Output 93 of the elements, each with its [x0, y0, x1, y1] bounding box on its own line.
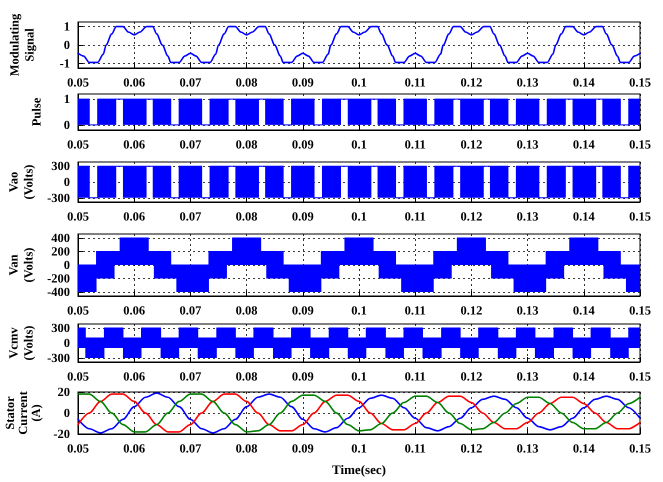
y-tick-label: 300: [51, 321, 70, 335]
x-tick-label: 0.08: [236, 304, 258, 318]
x-tick-label: 0.12: [460, 304, 482, 318]
y-axis-title: Vcmv (Volts): [6, 326, 36, 360]
y-tick-label: 0: [64, 118, 70, 132]
x-tick-label: 0.11: [404, 370, 426, 384]
y-tick-label: 300: [51, 159, 70, 174]
x-tick-label: 0.1: [351, 442, 367, 456]
y-tick-label: -20: [53, 427, 70, 441]
y-tick-label: 1: [64, 92, 70, 106]
y-tick-label: 400: [51, 231, 70, 246]
x-tick-label: 0.09: [292, 76, 314, 90]
x-tick-label: 0.07: [179, 138, 202, 152]
x-tick-label: 0.05: [67, 370, 89, 384]
x-tick-label: 0.07: [179, 76, 202, 90]
x-tick-label: 0.11: [404, 138, 426, 152]
x-tick-label: 0.06: [123, 370, 146, 384]
x-tick-label: 0.11: [404, 442, 426, 456]
y-axis-title: Vao (Volts): [6, 164, 36, 200]
x-tick-label: 0.05: [67, 304, 89, 318]
y-axis-title: Van (Volts): [6, 248, 36, 282]
x-tick-label: 0.08: [236, 370, 258, 384]
x-tick-label: 0.12: [460, 138, 482, 152]
x-tick-label: 0.07: [179, 370, 202, 384]
x-tick-label: 0.15: [629, 76, 651, 90]
x-tick-label: 0.13: [516, 210, 539, 224]
y-tick-label: 0: [64, 38, 70, 52]
x-tick-label: 0.09: [292, 370, 314, 384]
y-tick-label: 0: [64, 258, 70, 272]
x-tick-label: 0.1: [351, 370, 367, 384]
y-tick-label: -1: [60, 56, 70, 70]
x-tick-label: 0.15: [629, 210, 651, 224]
y-tick-label: 0: [64, 175, 70, 189]
y-tick-label: 0: [64, 336, 70, 350]
y-tick-label: 20: [58, 385, 70, 399]
y-tick-label: 200: [51, 244, 70, 259]
x-tick-label: 0.13: [516, 442, 539, 456]
x-tick-label: 0.14: [572, 304, 596, 318]
x-tick-label: 0.14: [572, 76, 596, 90]
x-tick-label: 0.09: [292, 304, 314, 318]
x-tick-label: 0.08: [236, 138, 258, 152]
x-tick-label: 0.1: [351, 304, 367, 318]
x-tick-label: 0.13: [516, 370, 539, 384]
x-tick-label: 0.05: [67, 138, 89, 152]
line-series: [77, 26, 641, 64]
x-tick-label: 0.08: [236, 210, 258, 224]
x-tick-label: 0.08: [236, 76, 258, 90]
x-tick-label: 0.1: [351, 138, 367, 152]
x-tick-label: 0.05: [67, 442, 89, 456]
x-tick-label: 0.05: [67, 76, 89, 90]
x-tick-label: 0.14: [572, 442, 596, 456]
x-tick-label: 0.09: [292, 138, 314, 152]
x-axis-title: Time(sec): [332, 462, 386, 477]
x-tick-label: 0.06: [123, 304, 146, 318]
x-tick-label: 0.05: [67, 210, 89, 224]
y-tick-label: -400: [47, 284, 70, 299]
x-tick-label: 0.13: [516, 304, 539, 318]
x-tick-label: 0.1: [351, 76, 367, 90]
x-tick-label: 0.09: [292, 210, 314, 224]
x-tick-label: 0.15: [629, 442, 651, 456]
x-tick-label: 0.11: [404, 76, 426, 90]
x-tick-label: 0.14: [572, 370, 596, 384]
x-tick-label: 0.1: [351, 210, 367, 224]
x-tick-label: 0.09: [292, 442, 314, 456]
x-tick-label: 0.06: [123, 442, 146, 456]
y-axis-title: Modulating Signal: [8, 12, 36, 76]
y-tick-label: -300: [47, 190, 70, 205]
x-tick-label: 0.12: [460, 442, 482, 456]
x-tick-label: 0.06: [123, 210, 146, 224]
y-tick-label: 0: [64, 406, 70, 420]
y-axis-title: Stator Current (A): [2, 390, 43, 435]
x-tick-label: 0.15: [629, 304, 651, 318]
y-axis-title: Pulse: [30, 97, 44, 126]
x-tick-label: 0.06: [123, 76, 146, 90]
x-tick-label: 0.08: [236, 442, 258, 456]
x-tick-label: 0.07: [179, 442, 202, 456]
x-tick-label: 0.11: [404, 210, 426, 224]
x-tick-label: 0.14: [572, 210, 596, 224]
y-tick-label: -200: [47, 271, 70, 286]
x-tick-label: 0.13: [516, 76, 539, 90]
y-tick-label: 1: [64, 20, 70, 34]
x-tick-label: 0.11: [404, 304, 426, 318]
x-tick-label: 0.06: [123, 138, 146, 152]
x-tick-label: 0.07: [179, 304, 202, 318]
x-tick-label: 0.13: [516, 138, 539, 152]
y-tick-label: -300: [47, 351, 70, 365]
x-tick-label: 0.15: [629, 370, 651, 384]
x-tick-label: 0.12: [460, 76, 482, 90]
x-tick-label: 0.07: [179, 210, 202, 224]
x-tick-label: 0.14: [572, 138, 596, 152]
x-tick-label: 0.12: [460, 370, 482, 384]
x-tick-label: 0.12: [460, 210, 482, 224]
x-tick-label: 0.15: [629, 138, 651, 152]
